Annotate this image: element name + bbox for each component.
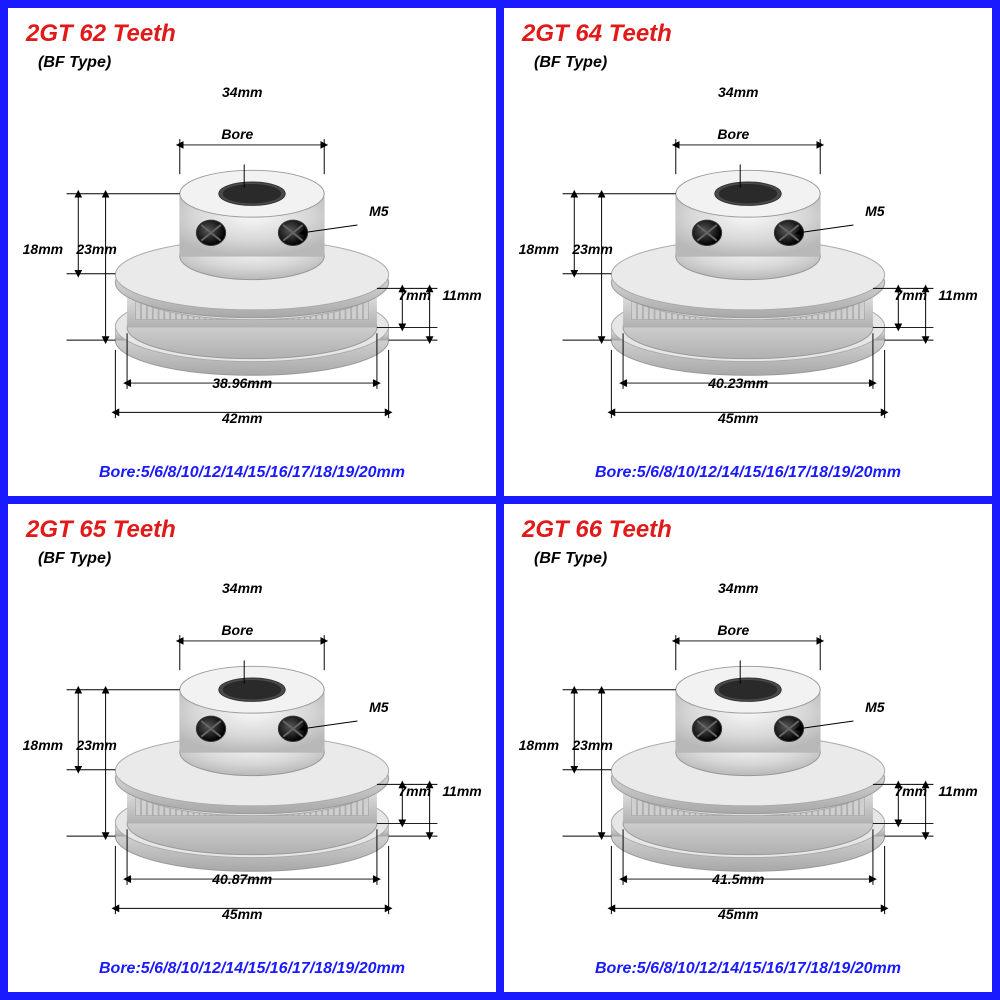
dim-bore-label: Bore [221, 622, 253, 638]
dim-bore-label: Bore [717, 622, 749, 638]
dim-right-h2: 11mm [938, 783, 977, 799]
bore-sizes-text: Bore:5/6/8/10/12/14/15/16/17/18/19/20mm [504, 952, 992, 992]
dim-right-h1: 7mm [398, 783, 431, 799]
dim-right-h2: 11mm [938, 287, 977, 303]
dim-top-width: 34mm [718, 84, 758, 100]
bore-sizes-text: Bore:5/6/8/10/12/14/15/16/17/18/19/20mm [8, 456, 496, 496]
dim-left-h2: 23mm [76, 737, 116, 753]
dim-bore-label: Bore [717, 126, 749, 142]
dim-inner-diameter: 38.96mm [212, 375, 272, 391]
dim-outer-diameter: 42mm [222, 410, 262, 426]
dim-left-h1: 18mm [23, 241, 63, 257]
pulley-diagram: 34mm Bore M5 18mm 23mm 7mm 11mm 40.23mm … [504, 72, 992, 456]
dim-outer-diameter: 45mm [718, 906, 758, 922]
panel-1: 2GT 64 Teeth (BF Type) [504, 8, 992, 496]
dim-right-h2: 11mm [442, 287, 481, 303]
dim-outer-diameter: 45mm [718, 410, 758, 426]
bf-type-label: (BF Type) [8, 48, 496, 72]
dim-top-width: 34mm [718, 580, 758, 596]
dim-right-h2: 11mm [442, 783, 481, 799]
dim-left-h1: 18mm [23, 737, 63, 753]
dim-screw-label: M5 [865, 203, 884, 219]
bf-type-label: (BF Type) [504, 544, 992, 568]
panel-0: 2GT 62 Teeth (BF Type) [8, 8, 496, 496]
panel-title: 2GT 65 Teeth [8, 504, 496, 544]
dim-bore-label: Bore [221, 126, 253, 142]
panel-title: 2GT 66 Teeth [504, 504, 992, 544]
panel-title: 2GT 64 Teeth [504, 8, 992, 48]
panel-title: 2GT 62 Teeth [8, 8, 496, 48]
pulley-diagram: 34mm Bore M5 18mm 23mm 7mm 11mm 41.5mm 4… [504, 568, 992, 952]
pulley-diagram: 34mm Bore M5 18mm 23mm 7mm 11mm 38.96mm … [8, 72, 496, 456]
dim-inner-diameter: 41.5mm [712, 871, 764, 887]
dim-top-width: 34mm [222, 84, 262, 100]
bore-sizes-text: Bore:5/6/8/10/12/14/15/16/17/18/19/20mm [8, 952, 496, 992]
dim-top-width: 34mm [222, 580, 262, 596]
bf-type-label: (BF Type) [8, 544, 496, 568]
dim-screw-label: M5 [865, 699, 884, 715]
dim-left-h2: 23mm [572, 737, 612, 753]
bore-sizes-text: Bore:5/6/8/10/12/14/15/16/17/18/19/20mm [504, 456, 992, 496]
dim-screw-label: M5 [369, 699, 388, 715]
dim-right-h1: 7mm [894, 287, 927, 303]
panel-3: 2GT 66 Teeth (BF Type) [504, 504, 992, 992]
dim-left-h2: 23mm [76, 241, 116, 257]
dim-left-h1: 18mm [519, 737, 559, 753]
dim-right-h1: 7mm [398, 287, 431, 303]
dim-screw-label: M5 [369, 203, 388, 219]
pulley-diagram: 34mm Bore M5 18mm 23mm 7mm 11mm 40.87mm … [8, 568, 496, 952]
dim-right-h1: 7mm [894, 783, 927, 799]
dim-outer-diameter: 45mm [222, 906, 262, 922]
dim-inner-diameter: 40.23mm [708, 375, 768, 391]
panel-2: 2GT 65 Teeth (BF Type) [8, 504, 496, 992]
bf-type-label: (BF Type) [504, 48, 992, 72]
dim-left-h1: 18mm [519, 241, 559, 257]
dim-inner-diameter: 40.87mm [212, 871, 272, 887]
dim-left-h2: 23mm [572, 241, 612, 257]
